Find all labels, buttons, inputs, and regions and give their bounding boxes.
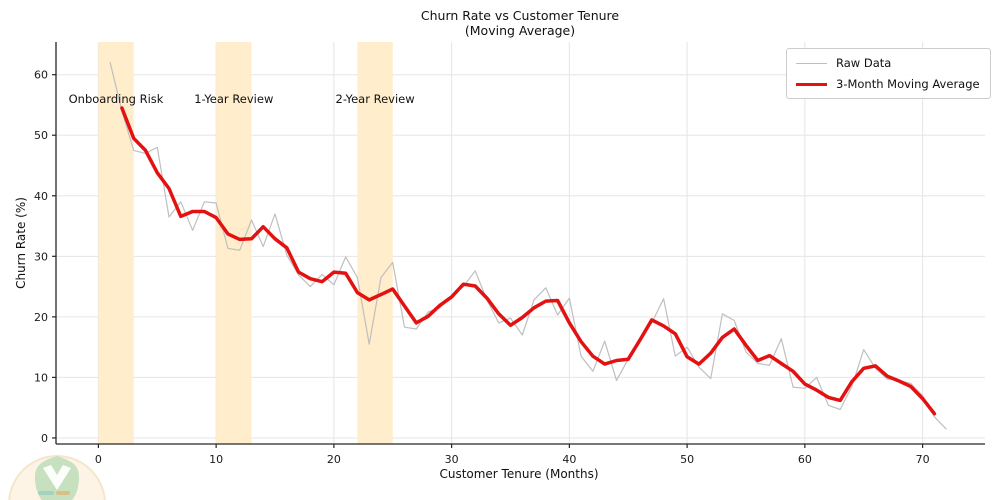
legend-label-raw-data: Raw Data [836,56,892,70]
y-axis-label: Churn Rate (%) [14,197,28,289]
annotation-2-year-review: 2-Year Review [335,92,415,106]
watermark-text-blur [38,491,54,495]
y-tick-label: 60 [34,69,48,82]
moving-average-line-swatch [796,82,827,86]
chart-title-block: Churn Rate vs Customer Tenure (Moving Av… [421,8,619,38]
moving-average-line [120,106,937,416]
y-tick-label: 40 [34,190,48,203]
highlight-band [357,42,393,444]
y-tick-label: 0 [41,432,48,445]
chart-subtitle: (Moving Average) [464,23,576,38]
x-tick-label: 70 [916,453,930,466]
legend-item-raw-data: Raw Data [796,56,980,70]
x-axis-label: Customer Tenure (Months) [439,467,599,481]
x-tick-label: 50 [680,453,694,466]
y-tick-label: 30 [34,250,48,263]
y-tick-label: 10 [34,371,48,384]
legend-item-moving-average: 3-Month Moving Average [796,77,980,91]
watermark-chevron-icon [43,465,71,490]
highlight-band [216,42,252,444]
legend: Raw Data 3-Month Moving Average [786,48,991,99]
y-tick-label: 20 [34,311,48,324]
annotation-onboarding-risk: Onboarding Risk [68,92,164,106]
chart-title: Churn Rate vs Customer Tenure [420,8,620,23]
x-tick-label: 40 [562,453,576,466]
x-tick-label: 20 [327,453,341,466]
x-tick-label: 60 [798,453,812,466]
watermark-text-blur [56,491,70,495]
x-tick-label: 10 [209,453,223,466]
y-tick-label: 50 [34,129,48,142]
legend-label-moving-average: 3-Month Moving Average [836,77,980,91]
x-tick-label: 30 [445,453,459,466]
annotation-1-year-review: 1-Year Review [194,92,274,106]
x-tick-label: 0 [95,453,102,466]
highlight-band [98,42,134,444]
raw-data-line-swatch [796,62,827,64]
